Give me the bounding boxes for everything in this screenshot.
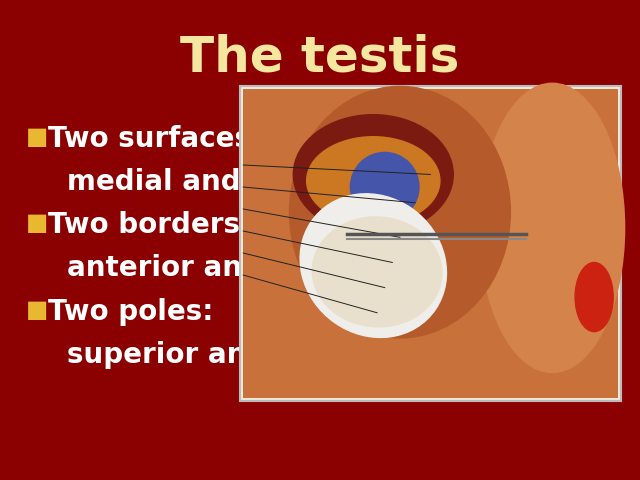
Ellipse shape	[351, 153, 419, 222]
Text: ■: ■	[26, 125, 48, 149]
Text: Two surfaces:: Two surfaces:	[48, 125, 262, 153]
Text: Two borders:: Two borders:	[48, 211, 251, 239]
Ellipse shape	[575, 263, 613, 332]
Ellipse shape	[307, 137, 440, 225]
FancyBboxPatch shape	[243, 89, 618, 398]
Ellipse shape	[289, 86, 510, 338]
Ellipse shape	[312, 217, 442, 327]
Text: Two poles:: Two poles:	[48, 298, 213, 325]
Text: ■: ■	[26, 211, 48, 235]
Text: medial and lateral: medial and lateral	[67, 168, 353, 196]
Text: The testis: The testis	[180, 34, 460, 82]
Ellipse shape	[300, 194, 447, 337]
FancyBboxPatch shape	[240, 86, 621, 401]
Ellipse shape	[293, 115, 453, 234]
Text: anterior and posterior: anterior and posterior	[67, 254, 415, 282]
Text: superior and inferior: superior and inferior	[67, 341, 393, 369]
Ellipse shape	[480, 83, 625, 372]
Text: ■: ■	[26, 298, 48, 322]
